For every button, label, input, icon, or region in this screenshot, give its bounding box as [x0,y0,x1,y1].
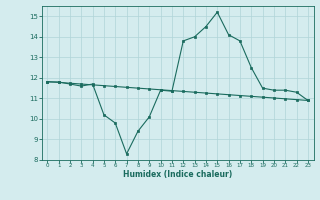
X-axis label: Humidex (Indice chaleur): Humidex (Indice chaleur) [123,170,232,179]
